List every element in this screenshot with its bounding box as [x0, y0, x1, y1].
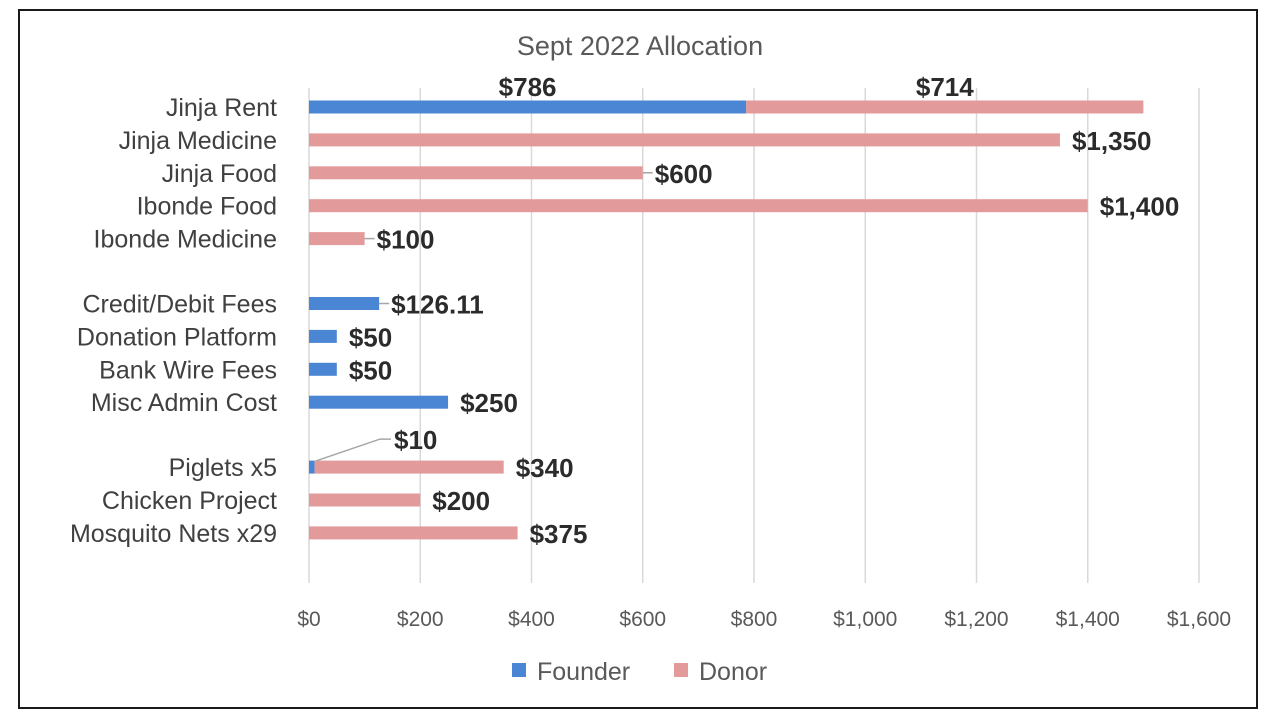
- category-label-bank-wire-fees: Bank Wire Fees: [99, 356, 277, 384]
- legend-swatch-donor: [674, 663, 688, 677]
- category-label-jinja-rent: Jinja Rent: [166, 94, 277, 122]
- x-tick-label: $400: [508, 608, 555, 631]
- category-label-mosquito-nets-x29: Mosquito Nets x29: [70, 520, 277, 548]
- category-label-donation-platform: Donation Platform: [77, 323, 277, 351]
- x-tick-label: $1,600: [1167, 608, 1231, 631]
- category-labels: Jinja Rent Jinja Medicine Jinja Food Ibonde…: [70, 94, 277, 548]
- x-tick-label: $200: [397, 608, 444, 631]
- bar-donor-jinja-medicine: [309, 133, 1060, 147]
- bar-donor-mosquito-nets-x29: [309, 526, 518, 540]
- bar-founder-bank-wire-fees: [309, 362, 337, 376]
- bar-donor-chicken-project: [309, 493, 421, 507]
- data-label-misc-admin-cost-founder: $250: [460, 388, 518, 418]
- data-label-jinja-rent-donor: $714: [916, 72, 974, 102]
- bar-founder-jinja-rent: [309, 100, 747, 114]
- category-label-ibonde-food: Ibonde Food: [137, 193, 277, 221]
- data-label-ibonde-food-donor: $1,400: [1100, 192, 1180, 222]
- x-tick-label: $1,000: [833, 608, 897, 631]
- x-tick-label: $800: [731, 608, 778, 631]
- data-label-bank-wire-fees-founder: $50: [349, 355, 392, 385]
- bar-donor-jinja-rent: [746, 100, 1144, 114]
- chart-title: Sept 2022 Allocation: [517, 31, 763, 61]
- data-label-jinja-medicine-donor: $1,350: [1072, 126, 1152, 156]
- category-label-jinja-medicine: Jinja Medicine: [119, 127, 277, 155]
- bar-donor-ibonde-medicine: [309, 232, 365, 246]
- data-label-jinja-food-donor: $600: [655, 159, 713, 189]
- data-label-piglets-x5-donor: $340: [516, 453, 574, 483]
- data-label-credit-debit-fees-founder: $126.11: [391, 290, 484, 320]
- data-label-jinja-rent-founder: $786: [499, 72, 557, 102]
- x-tick-label: $1,200: [944, 608, 1008, 631]
- bar-founder-donation-platform: [309, 329, 337, 343]
- data-label-donation-platform-founder: $50: [349, 322, 392, 352]
- leader-line-piglets-x5-founder: [315, 438, 391, 462]
- category-label-piglets-x5: Piglets x5: [169, 454, 277, 482]
- x-tick-label: $600: [619, 608, 666, 631]
- legend-swatch-founder: [512, 663, 526, 677]
- chart-frame: [18, 9, 1258, 709]
- data-label-chicken-project-donor: $200: [432, 486, 490, 516]
- bar-donor-jinja-food: [309, 166, 643, 180]
- data-labels: $786 $714$1,350$600$1,400$100$126.11$50$5…: [349, 72, 1179, 549]
- bar-founder-misc-admin-cost: [309, 395, 449, 409]
- legend-label-founder: Founder: [537, 658, 630, 686]
- category-label-ibonde-medicine: Ibonde Medicine: [94, 226, 277, 254]
- legend-label-donor: Donor: [699, 658, 767, 686]
- leader-lines: [315, 172, 653, 462]
- bar-donor-piglets-x5: [314, 460, 504, 474]
- x-tick-label: $0: [297, 608, 320, 631]
- data-label-mosquito-nets-x29-donor: $375: [530, 519, 588, 549]
- legend: Founder Donor: [512, 658, 767, 686]
- category-label-misc-admin-cost: Misc Admin Cost: [91, 389, 277, 417]
- bars: [309, 100, 1144, 540]
- x-tick-label: $1,400: [1056, 608, 1120, 631]
- category-label-chicken-project: Chicken Project: [102, 487, 277, 515]
- bar-founder-credit-debit-fees: [309, 297, 380, 310]
- data-label-piglets-x5-founder: $10: [394, 425, 437, 455]
- x-axis-ticks: $0 $200 $400 $600 $800 $1,000 $1,200 $1,400 $1,6…: [297, 608, 1231, 631]
- bar-founder-piglets-x5: [309, 460, 315, 474]
- bar-donor-ibonde-food: [309, 199, 1088, 213]
- data-label-ibonde-medicine-donor: $100: [377, 225, 435, 255]
- category-label-jinja-food: Jinja Food: [162, 160, 277, 188]
- category-label-credit-debit-fees: Credit/Debit Fees: [82, 291, 277, 319]
